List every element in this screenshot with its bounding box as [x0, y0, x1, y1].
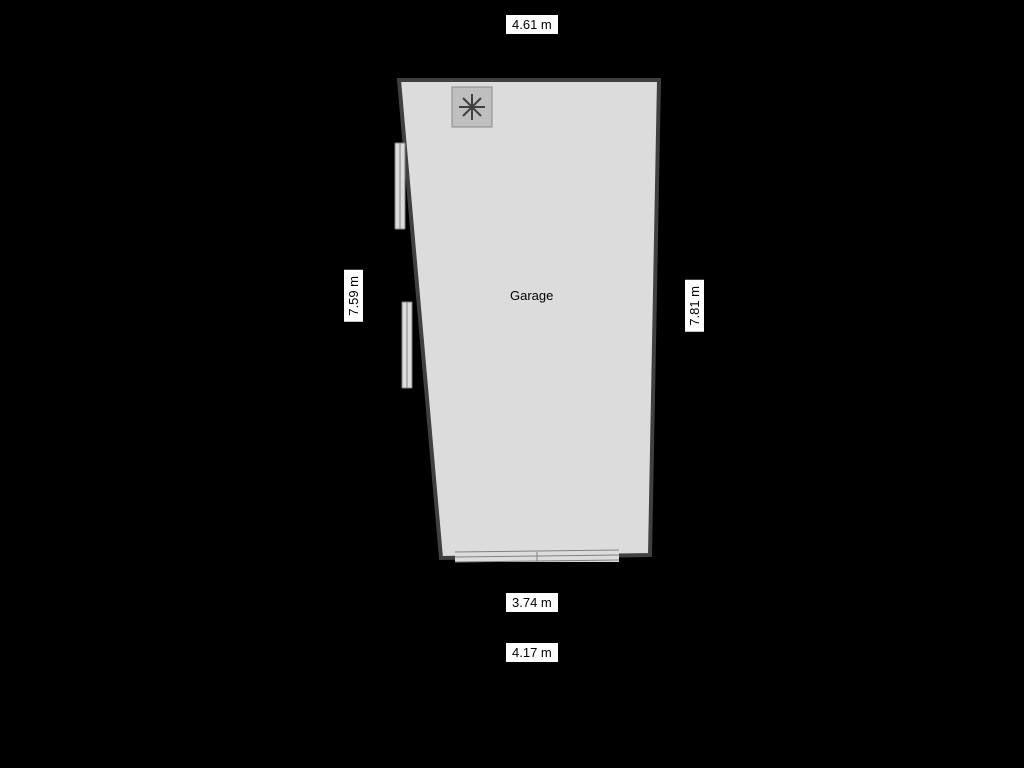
- dimension-bottom-inner: 3.74 m: [506, 593, 558, 612]
- room-polygon: [399, 80, 659, 558]
- dimension-bottom-outer: 4.17 m: [506, 643, 558, 662]
- room-label: Garage: [510, 288, 553, 303]
- fan-symbol: [452, 87, 492, 127]
- dimension-right: 7.81 m: [685, 280, 704, 332]
- dimension-left: 7.59 m: [344, 270, 363, 322]
- dimension-top: 4.61 m: [506, 15, 558, 34]
- window-left-1: [395, 143, 405, 229]
- window-left-2: [402, 302, 412, 388]
